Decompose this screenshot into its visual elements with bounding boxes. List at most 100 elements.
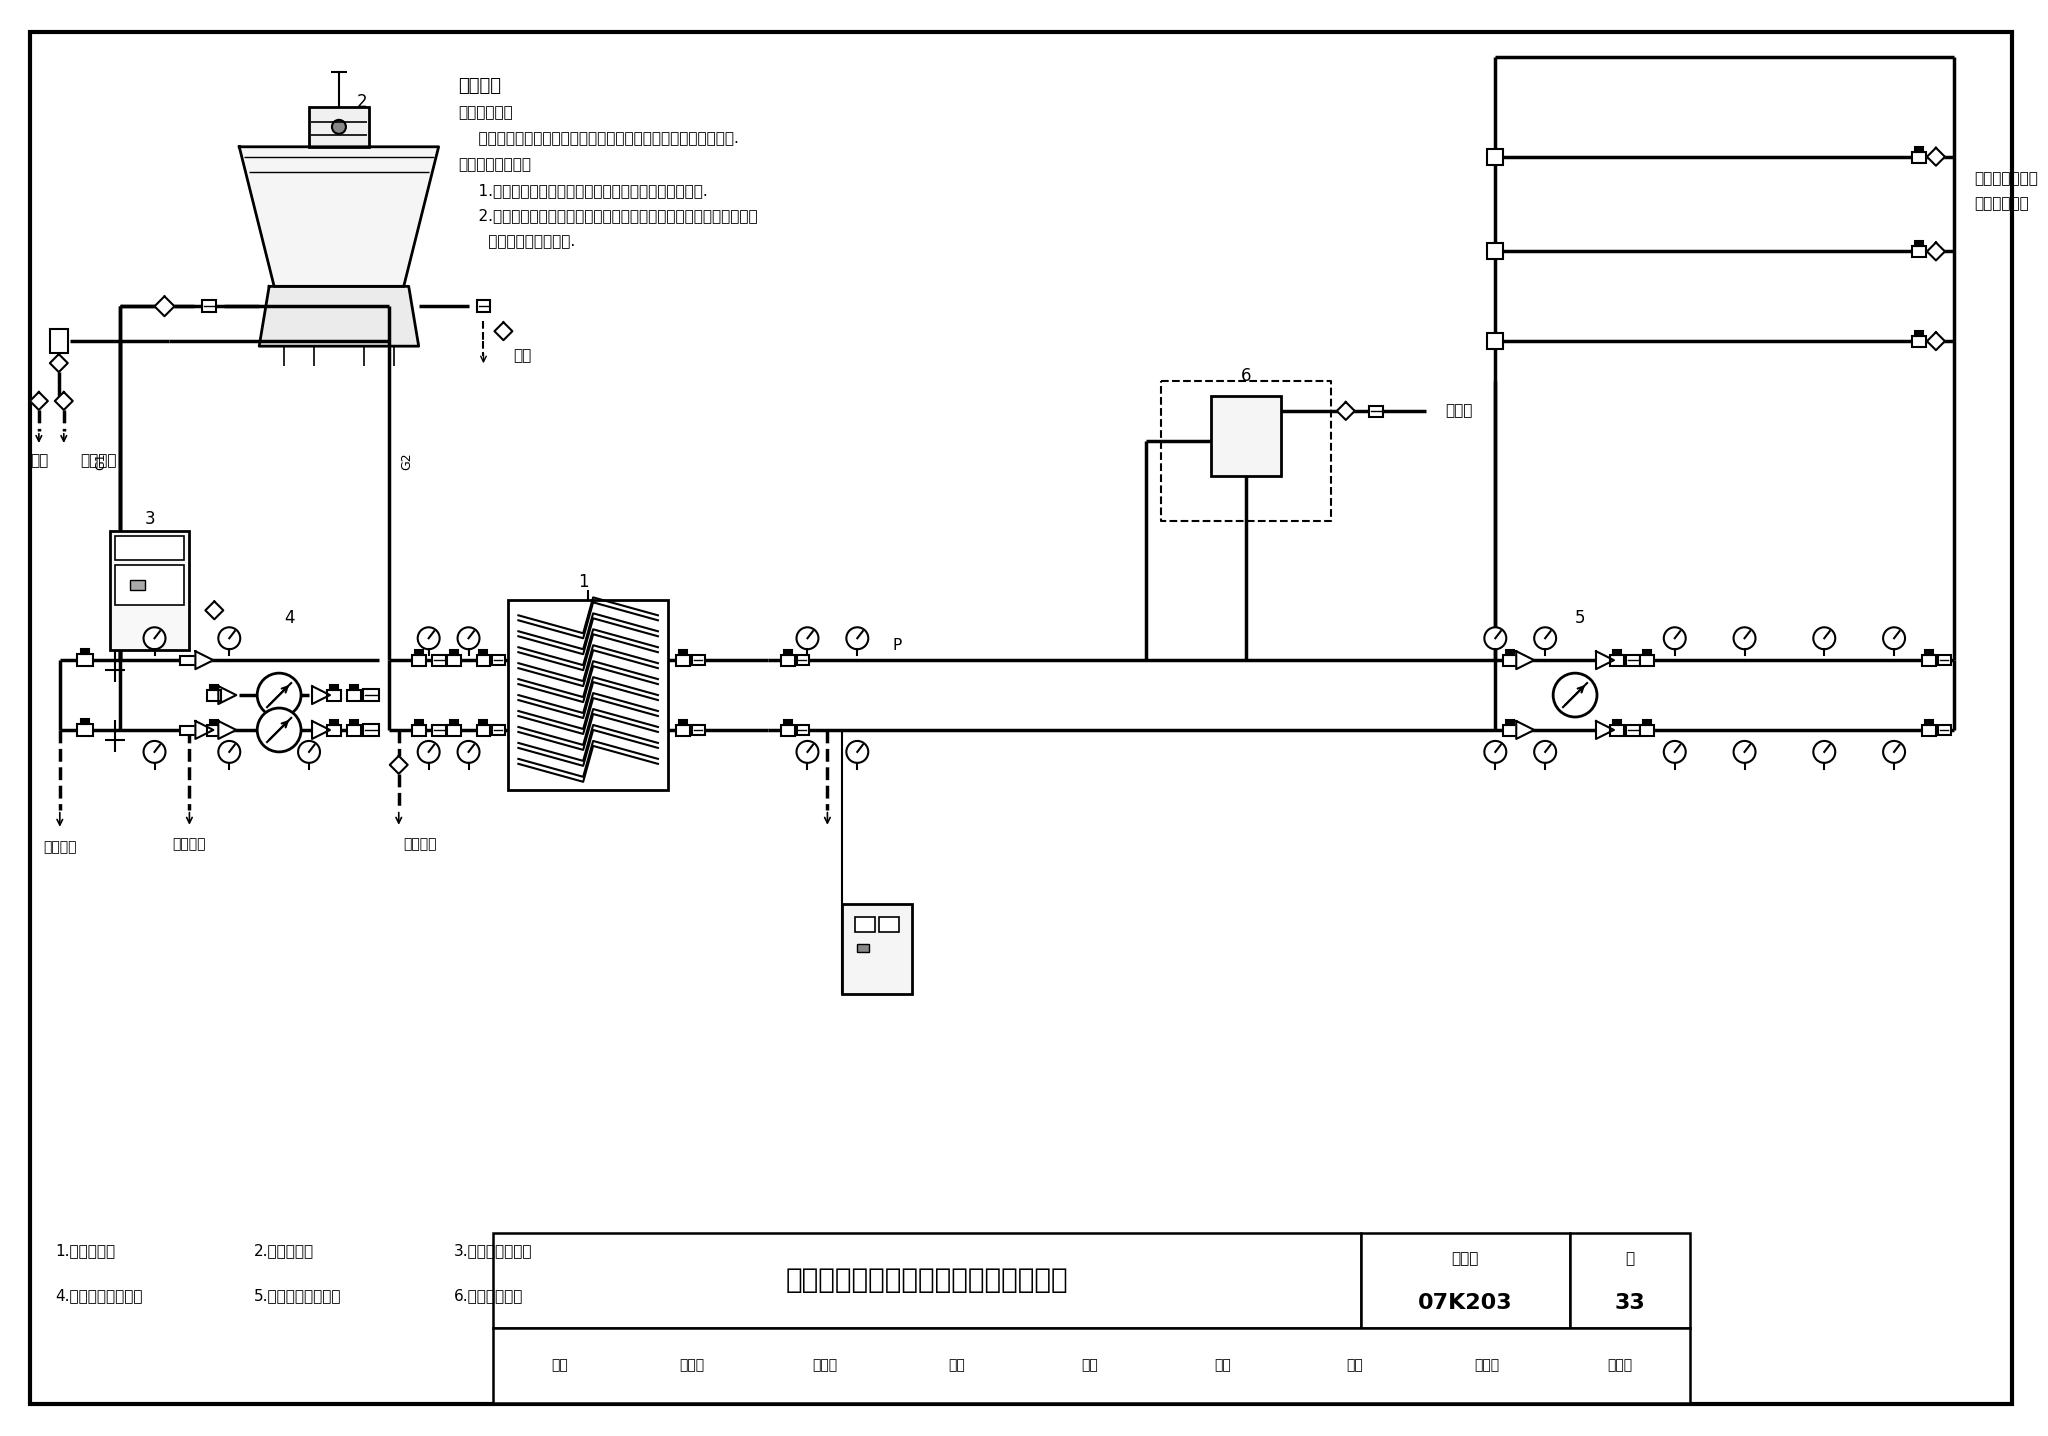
Bar [309,106,369,146]
Bar [180,656,199,665]
Text: 3.自动水处理装置: 3.自动水处理装置 [453,1244,532,1258]
Bar [1610,655,1624,666]
Bar [780,725,795,735]
Circle shape [457,628,479,649]
Bar [446,655,461,666]
Bar [1921,725,1935,735]
Polygon shape [389,755,408,774]
Text: 校对: 校对 [948,1358,965,1371]
Polygon shape [195,651,213,669]
Bar [432,655,446,666]
Text: 1: 1 [578,573,588,592]
Bar [858,945,868,952]
Bar [1487,149,1503,165]
Polygon shape [195,721,213,740]
Bar [414,651,422,655]
Text: G2: G2 [401,452,414,470]
Bar [115,536,184,560]
Bar [692,655,705,665]
Polygon shape [31,392,47,409]
Text: 1.根据预测的租户空调制冷负荷，确定冷却塔装机容量.: 1.根据预测的租户空调制冷负荷，确定冷却塔装机容量. [459,182,707,198]
Text: 开式冷却塔租户空调冷却水系统原理图: 开式冷却塔租户空调冷却水系统原理图 [786,1267,1069,1294]
Polygon shape [494,322,512,340]
Circle shape [1663,741,1686,763]
Bar [1921,655,1935,666]
Polygon shape [311,686,330,704]
Bar [508,600,668,790]
Bar [1937,655,1952,665]
Text: 康蕾: 康蕾 [1214,1358,1231,1371]
Bar [49,329,68,353]
Circle shape [143,741,166,763]
Text: 二、系统设计原则: 二、系统设计原则 [459,157,532,172]
Text: 1.板式换热器: 1.板式换热器 [55,1244,115,1258]
Bar [494,1328,1690,1403]
Polygon shape [1927,148,1946,165]
Bar [692,725,705,735]
Bar [1642,651,1651,655]
Bar [678,651,686,655]
Text: 冬季泄水: 冬季泄水 [172,837,207,852]
Circle shape [1882,628,1905,649]
Circle shape [143,628,166,649]
Circle shape [332,119,346,134]
Bar [856,918,874,932]
Circle shape [1534,741,1556,763]
Bar [1925,719,1933,725]
Polygon shape [1516,721,1534,740]
Circle shape [797,628,819,649]
Text: 接各层租户独立: 接各层租户独立 [1974,171,2038,187]
Polygon shape [154,296,174,316]
Bar [1642,719,1651,725]
Text: 页: 页 [1626,1251,1634,1265]
Circle shape [1733,741,1755,763]
Bar [797,655,809,665]
Bar [412,725,426,735]
Polygon shape [1927,243,1946,260]
Text: 4.冷却水一次循环泵: 4.冷却水一次循环泵 [55,1288,141,1304]
Bar [1487,244,1503,260]
Bar [879,918,899,932]
Bar [1503,725,1518,735]
Bar [494,1234,1360,1328]
Bar [1915,146,1923,152]
Polygon shape [1337,402,1356,419]
Text: 一、使用范围: 一、使用范围 [459,105,514,121]
Circle shape [1733,628,1755,649]
Polygon shape [260,286,418,346]
Bar [1505,719,1513,725]
Polygon shape [219,686,236,704]
Bar [330,719,338,725]
Bar [1487,333,1503,349]
Circle shape [258,708,301,752]
Bar [207,691,221,701]
Bar [492,655,506,665]
Circle shape [1812,628,1835,649]
Circle shape [797,741,819,763]
Circle shape [299,741,319,763]
Bar [1925,651,1933,655]
Bar [784,651,791,655]
Text: 5.冷却水二次循环泵: 5.冷却水二次循环泵 [254,1288,342,1304]
Text: 4: 4 [285,609,295,628]
Bar [451,651,457,655]
Bar [346,691,360,701]
Bar [1505,651,1513,655]
Circle shape [846,741,868,763]
Bar [1610,725,1624,735]
Polygon shape [1927,332,1946,350]
Bar [111,530,188,651]
Circle shape [418,628,440,649]
Bar [1614,719,1620,725]
Bar [477,300,489,312]
Text: 变频交流量运行方式.: 变频交流量运行方式. [459,234,575,250]
Circle shape [418,741,440,763]
Bar [362,689,379,701]
Bar [797,725,809,735]
Circle shape [219,741,240,763]
Bar [780,655,795,666]
Bar [328,691,340,701]
Text: 补水: 补水 [31,454,47,468]
Text: 设计说明: 设计说明 [459,78,502,95]
Text: 2.开式冷却塔: 2.开式冷却塔 [254,1244,313,1258]
